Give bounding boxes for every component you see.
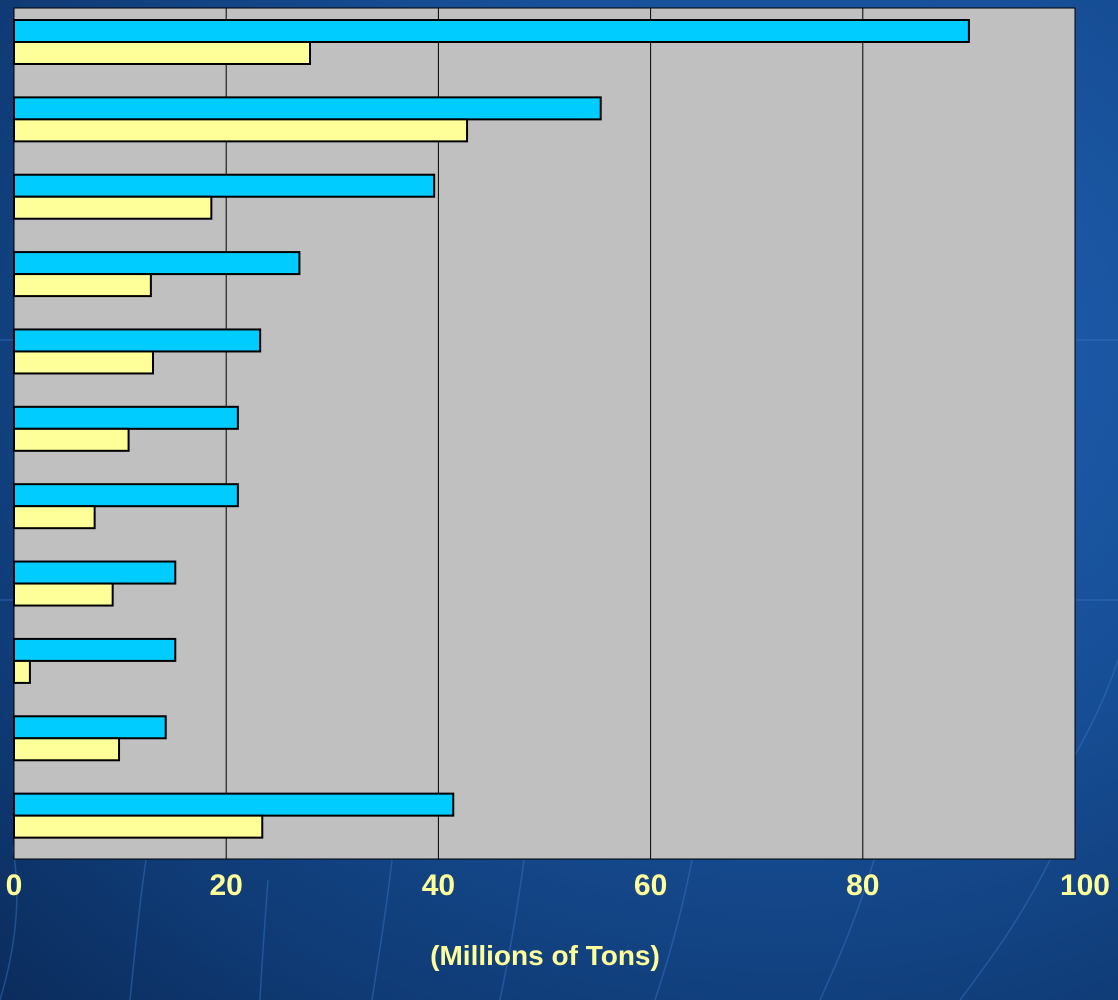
bar-series2-row3 [13, 195, 213, 220]
x-axis-title: (Millions of Tons) [430, 940, 660, 971]
x-tick-label-100: 100 [1060, 869, 1110, 902]
bar-series2-row8 [13, 582, 114, 607]
bars [13, 19, 970, 839]
bar-series2-row11 [13, 814, 264, 839]
bar-series1-row3 [13, 173, 436, 198]
bar-series2-row9 [13, 659, 31, 684]
bar-series2-row7 [13, 505, 96, 530]
x-tick-label-20: 20 [210, 869, 243, 902]
bar-series1-row6 [13, 405, 239, 430]
plot-area [13, 7, 1076, 860]
bar-series1-row11 [13, 792, 455, 817]
bar-series2-row2 [13, 118, 469, 143]
x-tick-labels: 0 20 40 60 80 100 [6, 869, 1110, 902]
bar-series1-row7 [13, 483, 239, 508]
bar-series1-row10 [13, 715, 167, 740]
bar-series1-row4 [13, 251, 301, 276]
bar-series2-row10 [13, 737, 121, 762]
bar-series1-row9 [13, 637, 177, 662]
bar-series2-row4 [13, 273, 152, 298]
gridlines [225, 8, 864, 859]
bar-series1-row8 [13, 560, 177, 585]
bar-series1-row5 [13, 328, 262, 353]
bar-series1-row2 [13, 96, 602, 121]
bar-series2-row1 [13, 41, 312, 65]
x-tick-label-40: 40 [422, 869, 455, 902]
x-tick-label-0: 0 [6, 869, 23, 902]
x-tick-label-60: 60 [634, 869, 667, 902]
bar-series2-row6 [13, 427, 130, 452]
bar-series2-row5 [13, 350, 154, 375]
bar-series1-row1 [13, 19, 970, 43]
x-tick-label-80: 80 [846, 869, 879, 902]
